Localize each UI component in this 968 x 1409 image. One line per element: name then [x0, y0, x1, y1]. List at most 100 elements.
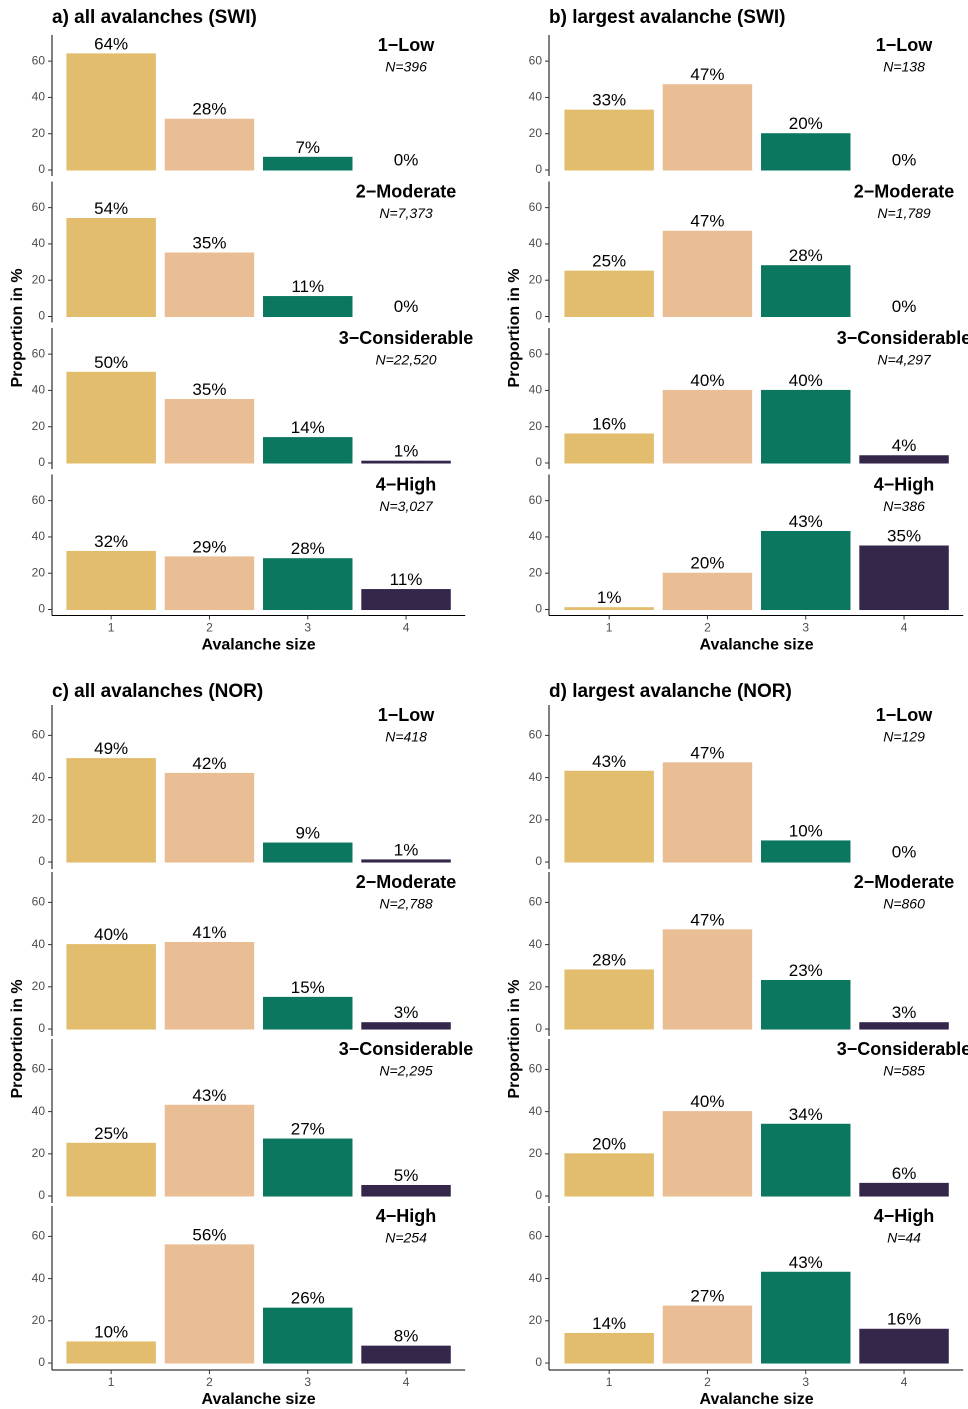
value-label: 50%	[94, 353, 128, 372]
x-tick-label: 4	[403, 1375, 410, 1389]
y-axis-label: Proportion in %	[506, 979, 523, 1098]
y-tick-label: 40	[32, 236, 46, 250]
value-label: 16%	[592, 414, 626, 433]
y-tick-label: 60	[32, 1062, 46, 1076]
y-tick-label: 60	[529, 53, 543, 67]
facet-n: N=1,789	[877, 205, 931, 221]
y-axis-label: Proportion in %	[9, 979, 26, 1098]
y-tick-label: 20	[32, 979, 46, 993]
value-label: 11%	[390, 570, 423, 589]
y-tick-label: 60	[32, 1229, 46, 1243]
y-tick-label: 20	[529, 979, 543, 993]
value-label: 28%	[592, 950, 626, 969]
y-tick-label: 60	[529, 346, 543, 360]
bar	[564, 969, 654, 1030]
panel-title: a) all avalanches (SWI)	[52, 7, 257, 28]
value-label: 35%	[192, 233, 226, 252]
bar	[66, 1142, 156, 1197]
facet-title: 2−Moderate	[356, 181, 457, 201]
value-label: 25%	[94, 1124, 128, 1143]
value-label: 47%	[690, 743, 724, 762]
y-tick-label: 60	[529, 895, 543, 909]
x-tick-label: 2	[206, 1375, 213, 1389]
bar	[164, 1104, 255, 1197]
value-label: 35%	[192, 380, 226, 399]
y-tick-label: 40	[32, 529, 46, 543]
bar	[66, 944, 156, 1030]
value-label: 49%	[94, 739, 128, 758]
bar	[761, 389, 851, 464]
facet-n: N=396	[385, 59, 427, 75]
y-tick-label: 40	[529, 1104, 543, 1118]
y-tick-label: 60	[32, 728, 46, 742]
value-label: 3%	[892, 1003, 917, 1022]
facet-title: 1−Low	[876, 705, 934, 725]
x-tick-label: 4	[403, 621, 410, 635]
value-label: 20%	[789, 114, 823, 133]
bar	[761, 1123, 851, 1197]
x-tick-label: 2	[704, 1375, 711, 1389]
bar	[263, 1307, 353, 1364]
facet-n: N=4,297	[877, 352, 932, 368]
bar	[859, 455, 949, 464]
facet-n: N=585	[883, 1063, 925, 1079]
bar	[564, 270, 654, 318]
value-label: 47%	[690, 65, 724, 84]
bar	[662, 84, 753, 171]
bar	[361, 589, 451, 611]
y-tick-label: 40	[529, 1271, 543, 1285]
x-tick-label: 3	[304, 621, 311, 635]
x-axis-label: Avalanche size	[700, 1391, 814, 1408]
value-label: 43%	[592, 752, 626, 771]
panel-title: b) largest avalanche (SWI)	[549, 7, 786, 28]
value-label: 7%	[295, 138, 320, 157]
y-tick-label: 20	[529, 1146, 543, 1160]
bar	[66, 758, 156, 863]
bar	[66, 1341, 156, 1364]
y-tick-label: 0	[535, 854, 542, 868]
value-label: 0%	[892, 150, 917, 169]
panel-title: d) largest avalanche (NOR)	[549, 681, 792, 702]
bar	[564, 433, 654, 464]
bar	[164, 772, 255, 863]
y-tick-label: 0	[38, 1021, 45, 1035]
value-label: 8%	[394, 1327, 419, 1346]
bar	[66, 550, 156, 611]
x-tick-label: 3	[802, 1375, 809, 1389]
value-label: 6%	[892, 1164, 917, 1183]
y-tick-label: 60	[529, 1062, 543, 1076]
bar	[164, 252, 255, 318]
facet-n: N=2,295	[379, 1063, 433, 1079]
value-label: 3%	[394, 1003, 419, 1022]
bar	[761, 840, 851, 863]
bar	[859, 1328, 949, 1364]
value-label: 40%	[690, 1092, 724, 1111]
y-tick-label: 40	[529, 529, 543, 543]
facet-title: 2−Moderate	[356, 872, 457, 892]
bar	[761, 265, 851, 318]
bar	[361, 460, 451, 464]
value-label: 32%	[94, 532, 128, 551]
value-label: 10%	[94, 1322, 128, 1341]
bar	[263, 558, 353, 611]
value-label: 1%	[394, 442, 419, 461]
value-label: 54%	[94, 199, 128, 218]
y-tick-label: 0	[535, 309, 542, 323]
y-tick-label: 20	[529, 419, 543, 433]
y-tick-label: 20	[32, 812, 46, 826]
y-tick-label: 0	[535, 455, 542, 469]
y-tick-label: 60	[32, 895, 46, 909]
y-tick-label: 0	[38, 602, 45, 616]
bar	[66, 218, 156, 318]
bar	[662, 572, 753, 611]
bar	[66, 371, 156, 464]
value-label: 43%	[789, 512, 823, 531]
x-tick-label: 3	[802, 621, 809, 635]
bar	[859, 1022, 949, 1030]
y-tick-label: 40	[529, 383, 543, 397]
facet-title: 2−Moderate	[854, 872, 955, 892]
bar	[361, 1184, 451, 1197]
y-tick-label: 0	[535, 162, 542, 176]
y-tick-label: 20	[529, 272, 543, 286]
facet-n: N=860	[883, 896, 925, 912]
